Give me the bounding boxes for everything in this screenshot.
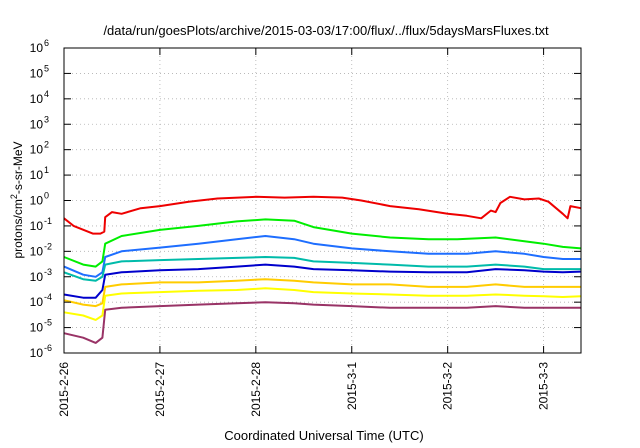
y-tick-power: 1 [44,165,49,175]
y-tick-label: 105 [30,63,49,80]
y-tick-power: -4 [44,292,52,302]
y-tick-base: 10 [30,321,44,335]
y-axis-label-unit: protons/cm [11,199,25,258]
y-tick-power: -6 [44,343,52,353]
y-tick-power: 3 [44,114,49,124]
y-tick-power: -3 [44,267,52,277]
series-line-3 [63,235,581,278]
y-tick-power: 2 [44,140,49,150]
y-tick-base: 10 [30,92,44,106]
y-tick-label: 10-6 [30,343,52,360]
y-tick-base: 10 [30,117,44,131]
y-tick-power: -5 [44,318,52,328]
y-tick-label: 10-5 [30,318,52,335]
y-tick-power: -2 [44,241,52,251]
x-tick-label: 2015-3-2 [441,362,455,410]
series-line-6 [63,278,581,308]
y-tick-base: 10 [30,244,44,258]
y-tick-label: 103 [30,114,49,131]
y-tick-base: 10 [30,168,44,182]
y-tick-base: 10 [30,66,44,80]
y-tick-power: 5 [44,63,49,73]
y-tick-label: 101 [30,165,49,182]
chart-title: /data/run/goesPlots/archive/2015-03-03/1… [103,23,549,38]
x-axis-label: Coordinated Universal Time (UTC) [224,428,423,443]
x-tick-label: 2015-2-26 [57,362,71,417]
y-tick-base: 10 [30,346,44,360]
x-tick-label: 2015-2-27 [153,362,167,417]
x-tick-label: 2015-3-3 [537,362,551,410]
y-tick-label: 104 [30,89,49,106]
y-tick-label: 10-4 [30,292,52,309]
y-tick-base: 10 [30,194,44,208]
y-tick-label: 10-2 [30,241,52,258]
y-tick-label: 100 [30,191,49,208]
x-tick-label: 2015-3-1 [345,362,359,410]
y-tick-label: 106 [30,38,49,55]
series-line-7 [63,287,582,321]
tick-marks [63,47,581,354]
x-tick-label: 2015-2-28 [249,362,263,417]
series-group [63,195,582,344]
series-line-5 [63,256,581,282]
y-tick-power: 0 [44,191,49,201]
series-line-2 [63,218,582,268]
y-tick-base: 10 [30,270,44,284]
y-tick-label: 10-3 [30,267,52,284]
y-tick-labels: 10-610-510-410-310-210-11001011021031041… [30,38,52,360]
y-tick-power: 6 [44,38,49,48]
y-tick-base: 10 [30,143,44,157]
y-tick-label: 10-1 [30,216,52,233]
y-tick-base: 10 [30,219,44,233]
y-axis-label: protons/cm2-s-sr-MeV [9,141,25,258]
series-line-4 [63,263,582,299]
y-tick-label: 102 [30,140,49,157]
y-tick-power: 4 [44,89,49,99]
x-tick-labels: 2015-2-26 2015-2-27 2015-2-28 2015-3-1 2015-… [57,362,551,417]
y-tick-base: 10 [30,41,44,55]
series-line-1 [63,195,582,235]
y-axis-label-rest: -s-sr-MeV [11,141,25,194]
y-axis-label-power: 2 [9,194,19,199]
series-line-8 [63,301,581,344]
y-tick-power: -1 [44,216,52,226]
y-tick-base: 10 [30,295,44,309]
